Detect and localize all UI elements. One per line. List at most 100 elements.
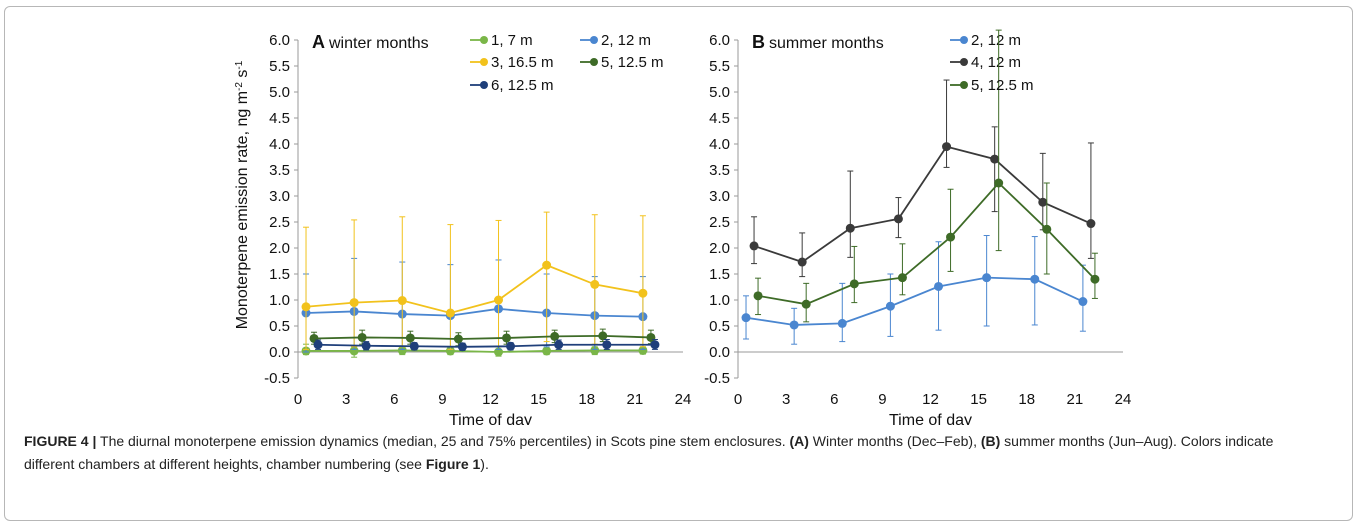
data-point [837,318,847,328]
data-point [946,232,956,242]
data-point [753,291,763,301]
data-point [550,331,560,341]
panel-b-x-axis-label: Time of day [889,412,972,425]
panel-a-letter: A [312,32,325,52]
panel-a-y-tick-label: 0.0 [269,344,290,361]
data-point [445,346,455,356]
data-point [897,273,907,283]
legend-label: 4, 12 m [971,54,1021,71]
data-point [397,345,407,355]
y-axis-label: Monoterpene emission rate, ng m-2 s-1 [234,60,252,329]
panel-a-series-3 [301,211,648,350]
data-point [313,340,323,350]
panel-b-y-tick-label: 0.0 [709,344,730,361]
panel-a-title-text: winter months [328,35,429,52]
data-point [849,279,859,289]
data-point [349,298,359,308]
legend-marker [480,36,488,44]
data-point [942,142,952,152]
panel-a-series-5 [313,339,660,352]
data-point [1078,297,1088,307]
panel-b-legend-item-1: 2, 12 m [950,32,1021,49]
panel-a-x-tick-label: 18 [578,391,595,408]
panel-a-y-tick-label: 4.0 [269,136,290,153]
data-point [797,257,807,267]
data-point [494,295,504,305]
data-point [506,341,516,351]
data-point [445,308,455,318]
data-point [801,299,811,309]
panel-a-x-tick-label: 15 [530,391,547,408]
panel-b-legend-item-3: 5, 12.5 m [950,77,1034,94]
panel-a-x-tick-label: 12 [482,391,499,408]
caption-label: FIGURE 4 | [24,433,97,449]
y-axis-label-sup1: -2 [234,82,245,91]
series-line [745,276,1084,326]
series-line [305,307,643,318]
data-point [502,333,512,343]
legend-label: 5, 12.5 m [971,77,1034,94]
caption-text-2: Winter months (Dec–Feb), [808,433,981,449]
data-point [638,288,648,298]
panel-b-letter: B [752,32,765,52]
panel-a-x-tick-label: 3 [342,391,350,408]
data-point [1042,224,1052,234]
data-point [885,301,895,311]
data-point [405,333,415,343]
legend-label: 2, 12 m [601,32,651,49]
data-point [598,331,608,341]
data-point [542,346,552,356]
panel-b-y-tick-label: 5.0 [709,84,730,101]
panel-a-y-tick-label: -0.5 [264,370,290,387]
data-point [554,340,564,350]
panel-a-y-tick-label: 6.0 [269,32,290,49]
legend-label: 1, 7 m [491,32,533,49]
data-point [409,341,419,351]
data-point [457,342,467,352]
y-axis-label-mid: s [234,70,251,82]
panel-b-x-tick-label: 12 [922,391,939,408]
legend-label: 2, 12 m [971,32,1021,49]
panel-a-y-tick-label: 5.0 [269,84,290,101]
panel-b-y-tick-label: 1.0 [709,292,730,309]
data-point [1030,274,1040,284]
caption-ref-b: (B) [980,433,1001,449]
caption-text-1: The diurnal monoterpene emission dynamic… [96,433,790,449]
panel-b-x-tick-label: 15 [970,391,987,408]
panel-b-y-tick-label: 4.5 [709,110,730,127]
panel-b-x-tick-label: 6 [830,391,838,408]
data-point [650,340,660,350]
series-line [318,343,655,348]
data-point [934,281,944,291]
panel-a-y-tick-label: 1.5 [269,266,290,283]
caption-figure-ref[interactable]: Figure 1 [425,456,481,472]
panel-a-y-tick-label: 4.5 [269,110,290,127]
data-point [845,223,855,233]
panel-b-series-2 [749,79,1096,278]
caption-text-4: ). [480,456,489,472]
data-point [1090,274,1100,284]
caption-text-3: summer months (Jun–Aug). Colors indicate… [24,433,1274,472]
panel-a-y-tick-label: 3.0 [269,188,290,205]
data-point [590,345,600,355]
figure-frame [4,6,1353,521]
data-point [982,273,992,283]
legend-marker [960,36,968,44]
panel-b-title-text: summer months [769,35,884,52]
panel-a-y-tick-label: 0.5 [269,318,290,335]
series-line [314,334,651,340]
figure-caption: FIGURE 4 | The diurnal monoterpene emiss… [24,430,1324,476]
legend-label: 3, 16.5 m [491,54,554,71]
panel-a-winter: -0.5 0.0 0.5 1.0 1.5 2.0 2.5 3.0 3.5 4.0 4.5 5.0 5.5… [264,32,691,425]
data-point [542,260,552,270]
data-point [1038,197,1048,207]
data-point [397,296,407,306]
legend-marker [960,58,968,66]
panel-a-x-tick-label: 6 [390,391,398,408]
panel-a-legend-item-2: 2, 12 m [580,32,651,49]
panel-b-y-tick-label: 0.5 [709,318,730,335]
panel-a-y-tick-label: 2.0 [269,240,290,257]
legend-marker [590,58,598,66]
panel-a-legend-item-3: 3, 16.5 m [470,54,554,71]
panel-b-x-tick-label: 18 [1018,391,1035,408]
